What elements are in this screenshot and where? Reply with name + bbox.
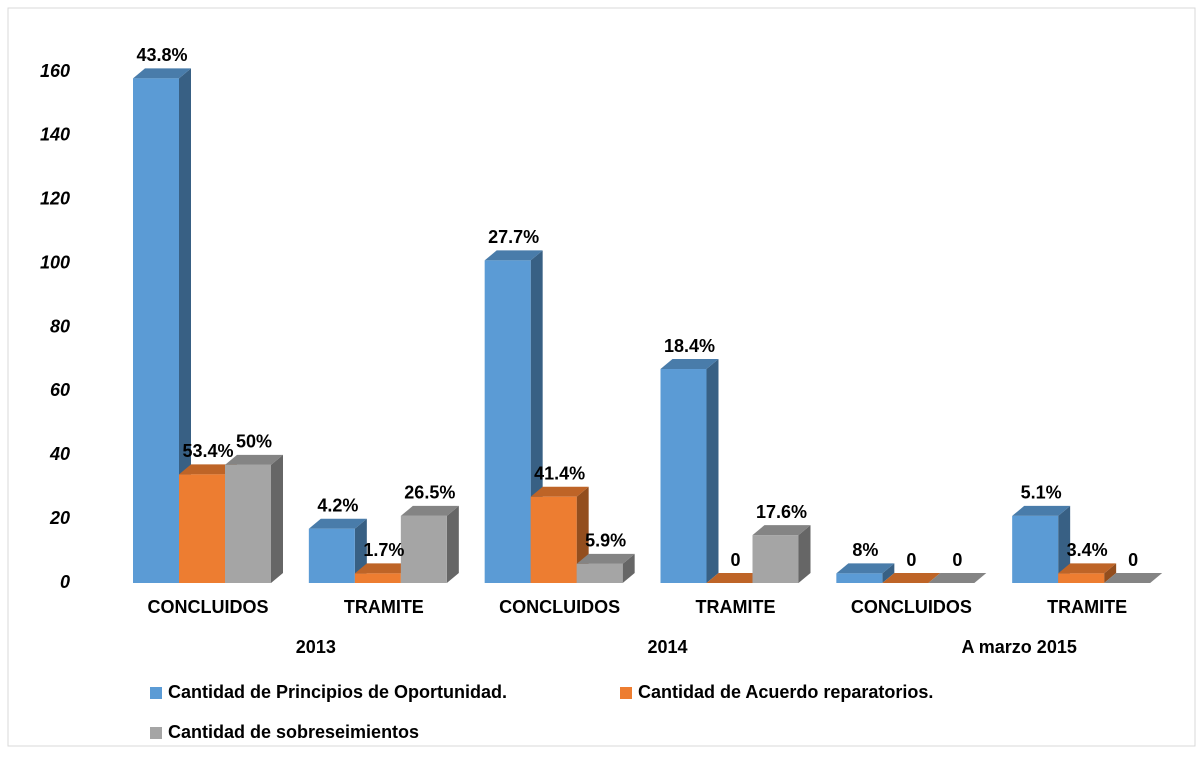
data-label: 5.9% <box>585 531 626 551</box>
bar-top <box>354 563 413 574</box>
data-label: 41.4% <box>534 464 585 484</box>
data-label: 1.7% <box>363 540 404 560</box>
bar-side <box>882 563 895 583</box>
x-tick-label: CONCLUIDOS <box>851 597 972 617</box>
group-label: A marzo 2015 <box>961 637 1076 657</box>
x-tick-label: TRAMITE <box>1047 597 1127 617</box>
bar-top <box>752 525 811 536</box>
bar <box>1058 573 1105 583</box>
bar <box>133 78 179 583</box>
x-tick-label: CONCLUIDOS <box>148 597 269 617</box>
bar-side <box>622 553 635 583</box>
bar-top <box>706 573 765 583</box>
bar <box>576 563 623 583</box>
legend-label: Cantidad de Principios de Oportunidad. <box>168 682 507 702</box>
x-tick-label: TRAMITE <box>344 597 424 617</box>
bar-side <box>706 359 719 583</box>
x-tick-label: CONCLUIDOS <box>499 597 620 617</box>
data-label: 0 <box>1128 550 1138 570</box>
bar-top <box>836 563 895 574</box>
data-label: 26.5% <box>404 483 455 503</box>
legend-label: Cantidad de Acuerdo reparatorios. <box>638 682 933 702</box>
group-label: 2013 <box>296 637 336 657</box>
bar-top <box>1058 563 1117 574</box>
y-tick-label: 0 <box>60 572 70 592</box>
y-tick-label: 140 <box>40 125 70 145</box>
bar-side <box>798 525 811 583</box>
y-tick-label: 40 <box>49 444 70 464</box>
data-label: 0 <box>730 550 740 570</box>
y-tick-label: 160 <box>40 61 70 81</box>
bar <box>225 464 271 583</box>
bar <box>660 369 707 583</box>
chart-border <box>7 7 1196 747</box>
bar-top <box>308 518 367 529</box>
legend-swatch <box>620 687 632 699</box>
bar-top <box>133 68 191 79</box>
x-tick-label: TRAMITE <box>696 597 776 617</box>
bar <box>179 474 225 583</box>
bar-top <box>530 486 589 497</box>
data-label: 43.8% <box>136 45 187 65</box>
bar <box>484 260 531 583</box>
bar-top <box>576 553 635 564</box>
bar <box>1012 515 1059 583</box>
bar-side <box>446 505 459 583</box>
bar-side <box>1058 505 1071 583</box>
data-label: 4.2% <box>317 495 358 515</box>
y-tick-label: 20 <box>49 508 70 528</box>
bar <box>354 573 401 583</box>
bar-side <box>1104 563 1117 583</box>
bar <box>400 515 447 583</box>
bar <box>752 535 799 583</box>
data-label: 27.7% <box>488 227 539 247</box>
data-label: 8% <box>852 540 878 560</box>
bar-side <box>179 68 191 583</box>
bar-top <box>660 359 719 370</box>
bar-top <box>1104 573 1163 583</box>
data-label: 17.6% <box>756 502 807 522</box>
data-label: 18.4% <box>664 336 715 356</box>
group-label: 2014 <box>647 637 687 657</box>
bar-top <box>179 464 237 475</box>
bar-top <box>1012 505 1071 516</box>
y-tick-label: 60 <box>50 380 70 400</box>
data-label: 5.1% <box>1021 483 1062 503</box>
y-tick-label: 120 <box>40 189 70 209</box>
bar <box>530 496 577 583</box>
bar <box>308 528 355 583</box>
data-label: 0 <box>952 550 962 570</box>
data-label: 50% <box>236 432 272 452</box>
bar-side <box>271 454 283 583</box>
bar <box>836 573 883 583</box>
bar-top <box>882 573 941 583</box>
data-label: 0 <box>906 550 916 570</box>
data-label: 3.4% <box>1067 540 1108 560</box>
legend-swatch <box>150 727 162 739</box>
bar-top <box>484 250 543 261</box>
bar-top <box>400 505 459 516</box>
legend-swatch <box>150 687 162 699</box>
data-label: 53.4% <box>182 441 233 461</box>
y-tick-label: 80 <box>50 316 70 336</box>
legend-label: Cantidad de sobreseimientos <box>168 722 419 742</box>
bar-top <box>928 573 987 583</box>
y-tick-label: 100 <box>40 252 70 272</box>
bar-top <box>225 454 283 465</box>
